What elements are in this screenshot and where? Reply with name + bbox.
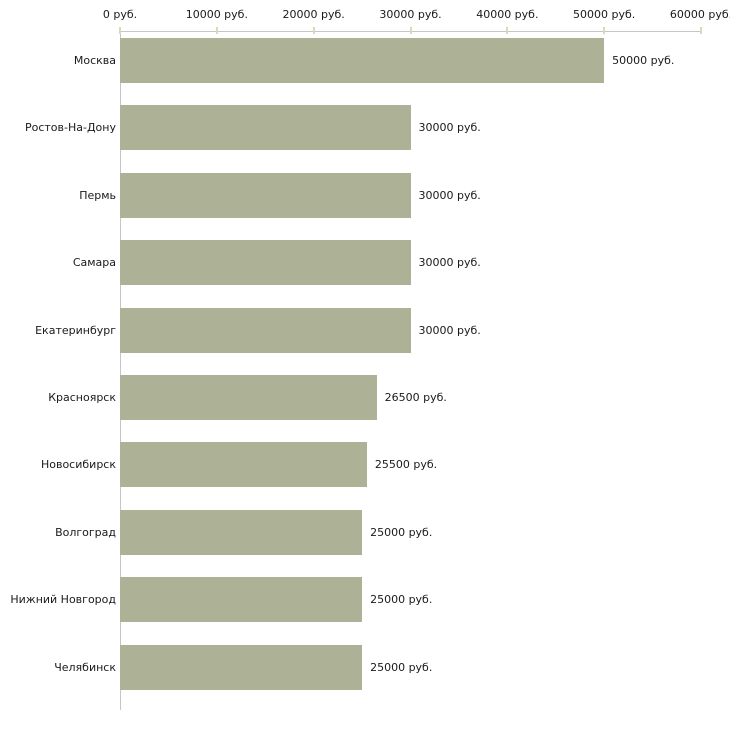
x-tick-label: 0 руб. [102, 8, 138, 21]
x-tick-mark [700, 27, 702, 34]
bar [120, 172, 411, 218]
category-label: Самара [72, 256, 116, 270]
category-label: Красноярск [48, 391, 116, 404]
bar [120, 577, 363, 623]
category-label: Екатеринбург [35, 323, 116, 337]
x-tick-mark [119, 27, 121, 34]
value-label: 25000 руб. [370, 660, 433, 674]
x-tick-label: 50000 руб. [573, 8, 636, 21]
x-tick-mark [409, 27, 412, 34]
value-label: 30000 руб. [418, 323, 481, 337]
bar [120, 105, 411, 151]
value-label: 50000 руб. [612, 54, 675, 67]
x-tick-label: 60000 руб. [669, 8, 730, 21]
bar [120, 644, 363, 690]
category-label: Волгоград [55, 525, 116, 539]
y-axis-line [120, 31, 121, 710]
bar [120, 38, 605, 83]
category-label: Нижний Новгород [10, 593, 116, 607]
value-label: 30000 руб. [418, 256, 481, 270]
value-label: 30000 руб. [418, 121, 481, 135]
x-tick-mark [603, 27, 606, 34]
value-label: 25000 руб. [370, 593, 433, 607]
value-label: 26500 руб. [384, 391, 447, 404]
x-tick-mark [506, 27, 509, 34]
x-tick-mark [312, 27, 315, 34]
x-tick-mark [215, 27, 218, 34]
value-label: 25000 руб. [370, 525, 433, 539]
x-tick-label: 30000 руб. [379, 8, 442, 21]
category-label: Новосибирск [40, 458, 116, 472]
category-label: Пермь [79, 188, 116, 202]
bar [120, 240, 411, 286]
x-tick-label: 10000 руб. [185, 8, 248, 21]
category-label: Москва [73, 54, 116, 67]
value-label: 25500 руб. [374, 458, 438, 472]
bar [120, 307, 411, 353]
category-label: Челябинск [54, 660, 116, 674]
value-label: 30000 руб. [418, 188, 481, 202]
category-label: Ростов-На-Дону [24, 121, 116, 135]
bar [120, 375, 377, 420]
bar [120, 442, 367, 488]
x-tick-label: 20000 руб. [282, 8, 345, 21]
bar [120, 509, 363, 555]
x-tick-label: 40000 руб. [476, 8, 539, 21]
